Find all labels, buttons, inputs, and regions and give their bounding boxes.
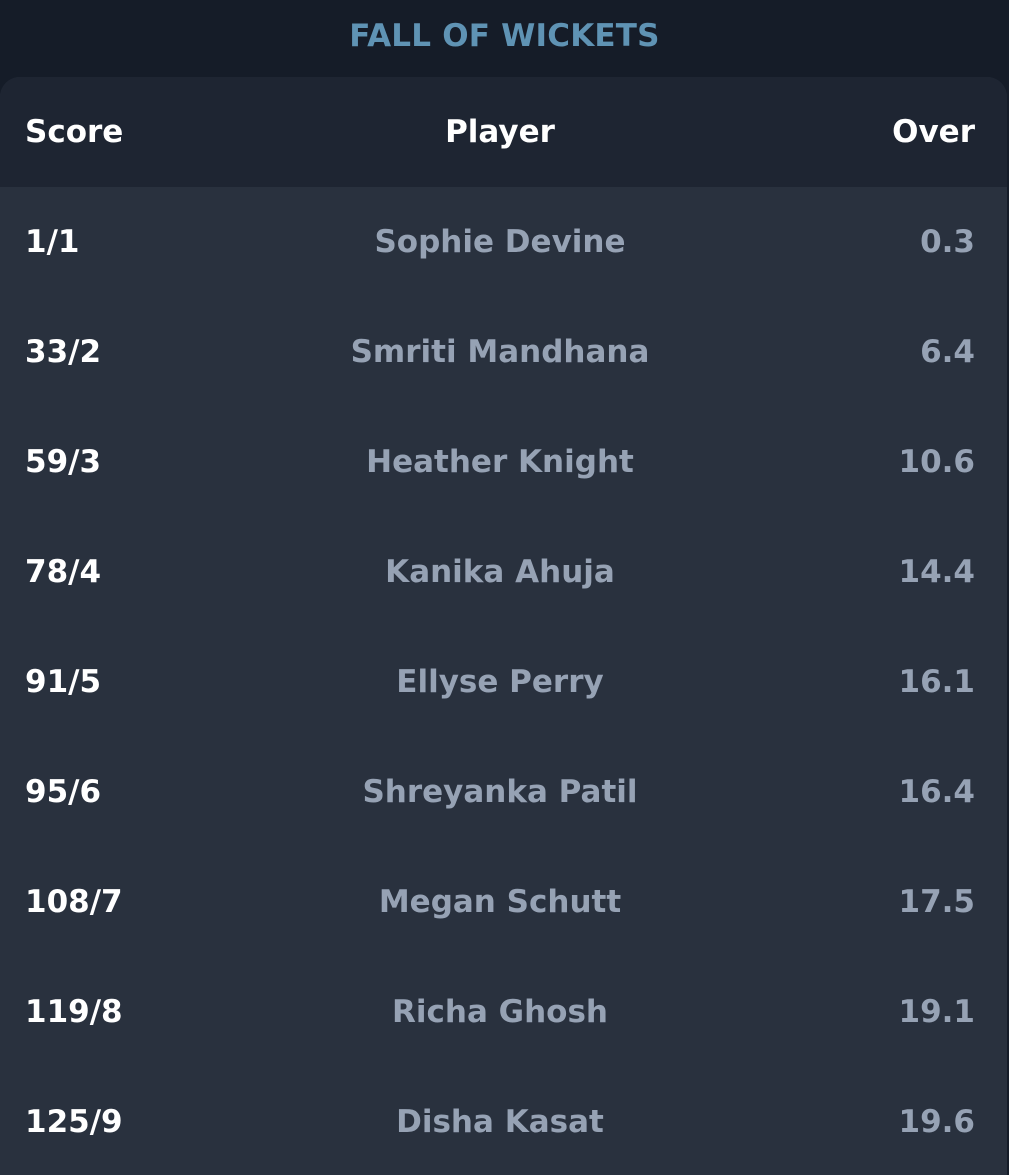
player-cell: Kanika Ahuja xyxy=(385,554,615,590)
section-title: FALL OF WICKETS xyxy=(349,18,660,54)
player-cell: Smriti Mandhana xyxy=(350,334,650,370)
player-cell: Sophie Devine xyxy=(374,224,626,260)
player-cell: Disha Kasat xyxy=(396,1104,604,1140)
score-cell: 108/7 xyxy=(25,884,123,920)
over-cell: 6.4 xyxy=(920,334,975,370)
table-row: 108/7 Megan Schutt 17.5 xyxy=(0,847,1007,957)
player-cell: Megan Schutt xyxy=(378,884,622,920)
score-cell: 78/4 xyxy=(25,554,102,590)
player-cell: Heather Knight xyxy=(366,444,634,480)
column-header-player: Player xyxy=(445,114,555,150)
score-cell: 95/6 xyxy=(25,774,102,810)
over-cell: 0.3 xyxy=(920,224,975,260)
score-cell: 119/8 xyxy=(25,994,123,1030)
column-header-score: Score xyxy=(25,114,124,150)
player-cell: Shreyanka Patil xyxy=(362,774,638,810)
table-row: 95/6 Shreyanka Patil 16.4 xyxy=(0,737,1007,847)
column-header-over: Over xyxy=(892,114,975,150)
table-header: Score Player Over xyxy=(0,77,1007,187)
table-row: 91/5 Ellyse Perry 16.1 xyxy=(0,627,1007,737)
score-cell: 59/3 xyxy=(25,444,102,480)
over-cell: 10.6 xyxy=(898,444,976,480)
table-row: 33/2 Smriti Mandhana 6.4 xyxy=(0,297,1007,407)
score-cell: 125/9 xyxy=(25,1104,123,1140)
score-cell: 91/5 xyxy=(25,664,102,700)
player-cell: Ellyse Perry xyxy=(396,664,604,700)
player-cell: Richa Ghosh xyxy=(392,994,608,1030)
table-row: 59/3 Heather Knight 10.6 xyxy=(0,407,1007,517)
over-cell: 19.6 xyxy=(898,1104,976,1140)
fall-of-wickets-table: Score Player Over 1/1 Sophie Devine 0.3 … xyxy=(0,77,1007,1175)
table-body: 1/1 Sophie Devine 0.3 33/2 Smriti Mandha… xyxy=(0,187,1007,1175)
over-cell: 17.5 xyxy=(898,884,976,920)
table-row: 78/4 Kanika Ahuja 14.4 xyxy=(0,517,1007,627)
table-row: 119/8 Richa Ghosh 19.1 xyxy=(0,957,1007,1067)
over-cell: 14.4 xyxy=(898,554,976,590)
table-row: 1/1 Sophie Devine 0.3 xyxy=(0,187,1007,297)
over-cell: 19.1 xyxy=(898,994,976,1030)
over-cell: 16.4 xyxy=(898,774,976,810)
table-row: 125/9 Disha Kasat 19.6 xyxy=(0,1067,1007,1175)
score-cell: 33/2 xyxy=(25,334,102,370)
over-cell: 16.1 xyxy=(898,664,976,700)
score-cell: 1/1 xyxy=(25,224,80,260)
